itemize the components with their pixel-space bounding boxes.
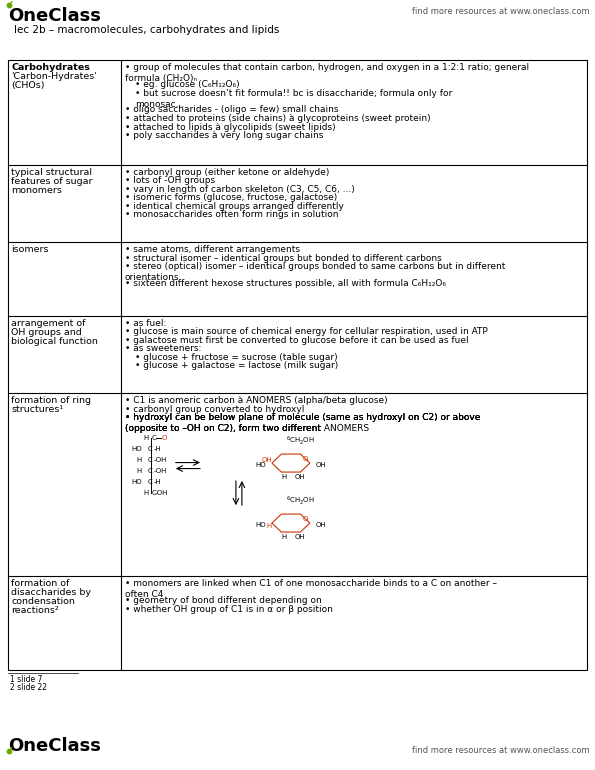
Text: O: O xyxy=(162,435,167,441)
Text: reactions²: reactions² xyxy=(11,606,59,615)
Text: arrangement of: arrangement of xyxy=(11,319,86,327)
Text: • glucose is main source of chemical energy for cellular respiration, used in AT: • glucose is main source of chemical ene… xyxy=(125,327,488,336)
Text: isomers: isomers xyxy=(11,246,49,254)
Text: • oligo saccharides - (oligo = few) small chains: • oligo saccharides - (oligo = few) smal… xyxy=(125,105,339,115)
Text: C: C xyxy=(152,490,156,496)
Text: -OH: -OH xyxy=(154,468,167,474)
Text: • carbonyl group converted to hydroxyl: • carbonyl group converted to hydroxyl xyxy=(125,404,304,413)
Text: • galactose must first be converted to glucose before it can be used as fuel: • galactose must first be converted to g… xyxy=(125,336,468,345)
Text: H: H xyxy=(143,490,149,496)
Text: find more resources at www.oneclass.com: find more resources at www.oneclass.com xyxy=(412,746,590,755)
Text: C: C xyxy=(148,446,152,452)
Text: OH: OH xyxy=(295,534,305,540)
Text: H: H xyxy=(137,457,142,463)
Text: • geometry of bond different depending on: • geometry of bond different depending o… xyxy=(125,596,322,605)
Text: OH: OH xyxy=(315,462,326,468)
Text: OH: OH xyxy=(315,522,326,528)
Text: • carbonyl group (either ketone or aldehyde): • carbonyl group (either ketone or aldeh… xyxy=(125,168,329,177)
Text: find more resources at www.oneclass.com: find more resources at www.oneclass.com xyxy=(412,7,590,16)
Text: HO: HO xyxy=(256,522,266,528)
Text: H: H xyxy=(267,523,272,529)
Bar xyxy=(8,60,587,670)
Text: formation of: formation of xyxy=(11,579,70,588)
Text: C: C xyxy=(148,479,152,485)
Text: OH: OH xyxy=(261,457,272,463)
Text: HO: HO xyxy=(131,446,142,452)
Text: • C1 is anomeric carbon à ANOMERS (alpha/beta glucose): • C1 is anomeric carbon à ANOMERS (alpha… xyxy=(125,396,387,405)
Text: • monomers are linked when C1 of one monosaccharide binds to a C on another –
of: • monomers are linked when C1 of one mon… xyxy=(125,579,497,599)
Text: • but sucrose doesn’t fit formula!! bc is disaccharide; formula only for
monosac: • but sucrose doesn’t fit formula!! bc i… xyxy=(135,89,452,109)
Text: $^6$CH$_2$OH: $^6$CH$_2$OH xyxy=(286,494,315,507)
Text: • hydroxyl can be below plane of molecule (same as hydroxyl on C2) or above
(opp: • hydroxyl can be below plane of molecul… xyxy=(125,413,480,434)
Text: • as fuel:: • as fuel: xyxy=(125,319,166,327)
Text: 1 slide 7: 1 slide 7 xyxy=(10,675,42,684)
Circle shape xyxy=(7,3,12,8)
Text: • same atoms, different arrangements: • same atoms, different arrangements xyxy=(125,246,300,254)
Text: biological function: biological function xyxy=(11,336,98,346)
Text: • isomeric forms (glucose, fructose, galactose): • isomeric forms (glucose, fructose, gal… xyxy=(125,193,337,203)
Text: O: O xyxy=(303,456,308,461)
Text: H: H xyxy=(282,534,287,540)
Text: • eg. glucose (C₆H₁₂O₆): • eg. glucose (C₆H₁₂O₆) xyxy=(135,80,240,89)
Text: • identical chemical groups arranged differently: • identical chemical groups arranged dif… xyxy=(125,202,344,211)
Text: OneClass: OneClass xyxy=(8,7,101,25)
Text: C: C xyxy=(148,468,152,474)
Text: • lots of -OH groups: • lots of -OH groups xyxy=(125,176,215,186)
Text: • poly saccharides à very long sugar chains: • poly saccharides à very long sugar cha… xyxy=(125,131,323,140)
Text: typical structural: typical structural xyxy=(11,168,92,177)
Text: $^6$CH$_2$OH: $^6$CH$_2$OH xyxy=(286,434,315,447)
Text: -H: -H xyxy=(154,479,162,485)
Text: monomers: monomers xyxy=(11,186,62,195)
Text: OH groups and: OH groups and xyxy=(11,327,82,336)
Text: structures¹: structures¹ xyxy=(11,405,63,414)
Text: (CHOs): (CHOs) xyxy=(11,81,45,90)
Circle shape xyxy=(7,749,12,754)
Text: disaccharides by: disaccharides by xyxy=(11,588,91,597)
Text: H: H xyxy=(137,468,142,474)
Text: HO: HO xyxy=(256,462,266,468)
Text: C: C xyxy=(148,457,152,463)
Text: • glucose + fructose = sucrose (table sugar): • glucose + fructose = sucrose (table su… xyxy=(135,353,337,362)
Text: OH: OH xyxy=(295,474,305,480)
Text: • structural isomer – identical groups but bonded to different carbons: • structural isomer – identical groups b… xyxy=(125,254,441,263)
Text: • group of molecules that contain carbon, hydrogen, and oxygen in a 1:2:1 ratio;: • group of molecules that contain carbon… xyxy=(125,63,529,83)
Text: • as sweeteners:: • as sweeteners: xyxy=(125,344,201,353)
Text: OneClass: OneClass xyxy=(8,737,101,755)
Text: lec 2b – macromolecules, carbohydrates and lipids: lec 2b – macromolecules, carbohydrates a… xyxy=(14,25,280,35)
Text: 2 slide 22: 2 slide 22 xyxy=(10,683,47,692)
Text: • sixteen different hexose structures possible, all with formula C₆H₁₂O₆: • sixteen different hexose structures po… xyxy=(125,280,446,289)
Text: • vary in length of carbon skeleton (C3, C5, C6, ...): • vary in length of carbon skeleton (C3,… xyxy=(125,185,355,194)
Text: -OH: -OH xyxy=(154,457,167,463)
Text: O: O xyxy=(303,516,308,521)
Text: features of sugar: features of sugar xyxy=(11,177,92,186)
Text: H: H xyxy=(143,435,149,441)
Text: • whether OH group of C1 is in α or β position: • whether OH group of C1 is in α or β po… xyxy=(125,604,333,614)
Text: C: C xyxy=(152,435,156,441)
Text: formation of ring: formation of ring xyxy=(11,396,91,405)
Text: • glucose + galactose = lactose (milk sugar): • glucose + galactose = lactose (milk su… xyxy=(135,361,338,370)
Text: 'Carbon-Hydrates': 'Carbon-Hydrates' xyxy=(11,72,97,81)
Text: • hydroxyl can be below plane of molecule (same as hydroxyl on C2) or above
(opp: • hydroxyl can be below plane of molecul… xyxy=(125,413,480,434)
Text: -H: -H xyxy=(154,446,162,452)
Text: • attached to proteins (side chains) à glycoproteins (sweet protein): • attached to proteins (side chains) à g… xyxy=(125,114,431,123)
Text: Carbohydrates: Carbohydrates xyxy=(11,63,90,72)
Text: • stereo (optical) isomer – identical groups bonded to same carbons but in diffe: • stereo (optical) isomer – identical gr… xyxy=(125,263,505,283)
Text: • hydroxyl can be below plane of molecule (same as hydroxyl on C2) or above
(opp: • hydroxyl can be below plane of molecul… xyxy=(125,413,480,434)
Text: H: H xyxy=(282,474,287,480)
Text: -OH: -OH xyxy=(155,490,168,496)
Text: condensation: condensation xyxy=(11,597,75,606)
Text: • attached to lipids à glycolipids (sweet lipids): • attached to lipids à glycolipids (swee… xyxy=(125,122,336,132)
Text: HO: HO xyxy=(131,479,142,485)
Text: • monosaccharides often form rings in solution: • monosaccharides often form rings in so… xyxy=(125,210,339,219)
